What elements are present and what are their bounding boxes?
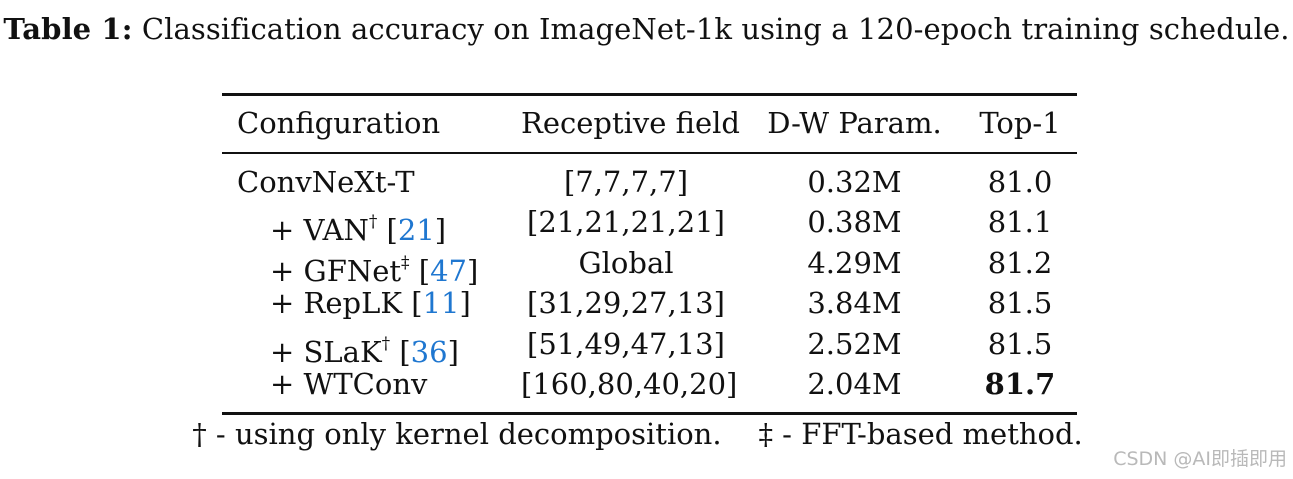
citation-link[interactable]: 21 (397, 213, 435, 247)
config-prefix: + (270, 286, 304, 320)
footnote-dagger: † - using only kernel decomposition. (192, 417, 722, 451)
table-row-top1: 81.0 (987, 165, 1053, 199)
table-row-receptive-field: [31,29,27,13] (527, 286, 725, 320)
table-row-dw-param: 2.52M (807, 327, 902, 361)
config-prefix: + (270, 367, 304, 401)
citation-link[interactable]: 11 (422, 286, 460, 320)
header-dw-param: D-W Param. (767, 106, 942, 140)
table-row-configuration: + WTConv (270, 367, 427, 401)
table-row-top1: 81.2 (987, 246, 1053, 280)
caption-text: Classification accuracy on ImageNet-1k u… (141, 12, 1290, 46)
table-footnote: † - using only kernel decomposition. ‡ -… (0, 417, 1275, 451)
config-prefix: + (270, 213, 304, 247)
header-top1: Top-1 (979, 106, 1061, 140)
table-top-rule (222, 93, 1077, 96)
table-row-dw-param: 2.04M (807, 367, 902, 401)
config-name: ConvNeXt-T (237, 165, 415, 199)
config-name: WTConv (303, 367, 428, 401)
citation-link[interactable]: 47 (430, 254, 467, 288)
table-row-top1: 81.1 (987, 205, 1053, 239)
caption-label: Table 1: (3, 12, 133, 46)
table-header-rule (222, 152, 1077, 154)
table-row-top1: 81.5 (987, 327, 1053, 361)
config-name: RepLK (303, 286, 403, 320)
table-row-dw-param: 0.38M (807, 205, 902, 239)
table-row-receptive-field: [160,80,40,20] (521, 367, 738, 401)
config-name: GFNet (303, 254, 402, 288)
table-row-top1: 81.5 (987, 286, 1053, 320)
table-row-dw-param: 4.29M (807, 246, 902, 280)
config-footnote-mark: † (381, 334, 391, 354)
table-row-dw-param: 0.32M (807, 165, 902, 199)
table-row-configuration: + SLaK† [36] (270, 334, 459, 369)
table-row-receptive-field: [51,49,47,13] (527, 327, 725, 361)
table-bottom-rule (222, 412, 1077, 415)
watermark: CSDN @AI即插即用 (1113, 448, 1287, 470)
header-receptive-field: Receptive field (521, 106, 741, 140)
table-row-top1: 81.7 (984, 367, 1056, 401)
table-row-configuration: + RepLK [11] (270, 286, 471, 320)
config-prefix: + (270, 254, 304, 288)
table-row-receptive-field: [21,21,21,21] (527, 205, 725, 239)
footnote-ddagger: ‡ - FFT-based method. (758, 417, 1083, 451)
config-footnote-mark: † (368, 212, 378, 232)
table-row-dw-param: 3.84M (807, 286, 902, 320)
table-row-receptive-field: Global (578, 246, 674, 280)
table-caption: Table 1: Classification accuracy on Imag… (0, 12, 1293, 46)
citation-link[interactable]: 36 (410, 335, 448, 369)
table-row-configuration: + GFNet‡ [47] (270, 253, 479, 288)
table-row-configuration: ConvNeXt-T (237, 165, 415, 199)
table-row-configuration: + VAN† [21] (270, 212, 447, 247)
config-prefix: + (270, 335, 304, 369)
config-footnote-mark: ‡ (401, 253, 410, 273)
config-name: SLaK (303, 335, 382, 369)
header-configuration: Configuration (237, 106, 441, 140)
table-row-receptive-field: [7,7,7,7] (563, 165, 689, 199)
config-name: VAN (303, 213, 369, 247)
